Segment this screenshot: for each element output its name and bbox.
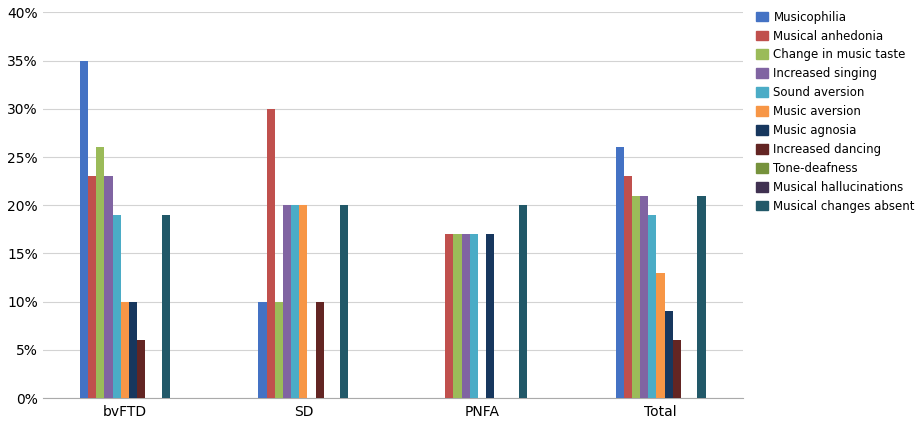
Bar bbox=[283, 205, 291, 398]
Bar bbox=[300, 205, 307, 398]
Bar bbox=[121, 302, 129, 398]
Bar bbox=[632, 196, 640, 398]
Bar bbox=[96, 147, 104, 398]
Bar bbox=[624, 176, 632, 398]
Bar bbox=[454, 234, 462, 398]
Bar bbox=[258, 302, 266, 398]
Bar bbox=[519, 205, 527, 398]
Bar bbox=[640, 196, 648, 398]
Bar bbox=[137, 340, 146, 398]
Bar bbox=[665, 311, 673, 398]
Bar bbox=[673, 340, 681, 398]
Bar bbox=[80, 60, 88, 398]
Bar bbox=[275, 302, 283, 398]
Bar bbox=[129, 302, 137, 398]
Bar bbox=[112, 215, 121, 398]
Bar bbox=[656, 273, 665, 398]
Bar bbox=[161, 215, 170, 398]
Bar bbox=[469, 234, 478, 398]
Bar bbox=[616, 147, 624, 398]
Bar bbox=[486, 234, 494, 398]
Legend: Musicophilia, Musical anhedonia, Change in music taste, Increased singing, Sound: Musicophilia, Musical anhedonia, Change … bbox=[756, 11, 915, 213]
Bar bbox=[340, 205, 349, 398]
Bar bbox=[88, 176, 96, 398]
Bar bbox=[315, 302, 324, 398]
Bar bbox=[104, 176, 112, 398]
Bar bbox=[291, 205, 300, 398]
Bar bbox=[445, 234, 454, 398]
Bar bbox=[697, 196, 705, 398]
Bar bbox=[648, 215, 656, 398]
Bar bbox=[266, 109, 275, 398]
Bar bbox=[462, 234, 469, 398]
